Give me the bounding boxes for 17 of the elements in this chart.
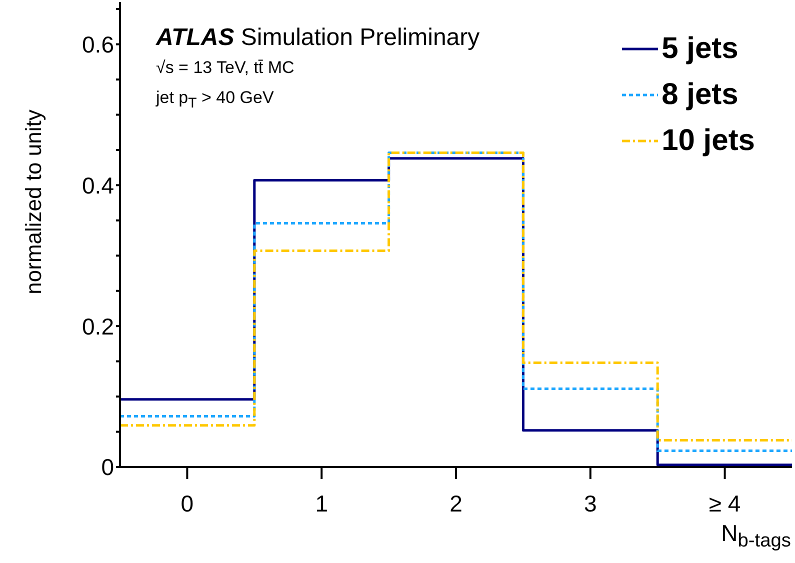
x-axis-title: N$_{b-tags}$ — [721, 520, 791, 552]
x-tick-label: 3 — [584, 490, 597, 516]
x-tick-label: ≥ 4 — [708, 490, 741, 516]
x-tick-label: 0 — [180, 490, 194, 516]
legend-label: 8 jets — [662, 78, 738, 112]
text: ATLAS Simulation Preliminary — [156, 24, 480, 51]
annotation: jet p$_{T}$ > 40 GeV — [156, 88, 274, 112]
legend-label: 5 jets — [662, 32, 738, 66]
y-tick-label: 0.2 — [82, 313, 114, 340]
x-tick-label: 1 — [315, 490, 328, 516]
y-tick-label: 0.6 — [82, 31, 114, 58]
y-tick-label: 0.4 — [82, 172, 114, 198]
y-tick-label: 0 — [101, 454, 114, 480]
legend-label: 10 jets — [662, 124, 755, 158]
y-axis-title: normalized to unity — [21, 110, 46, 294]
x-tick-label: 2 — [450, 490, 462, 516]
annotation: √s = 13 TeV, tt̄ MC — [156, 58, 294, 77]
